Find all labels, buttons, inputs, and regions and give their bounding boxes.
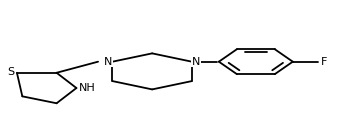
Text: NH: NH (79, 83, 96, 93)
Text: S: S (7, 67, 14, 78)
Text: N: N (104, 57, 113, 67)
Text: N: N (192, 57, 200, 67)
Text: F: F (321, 57, 327, 67)
